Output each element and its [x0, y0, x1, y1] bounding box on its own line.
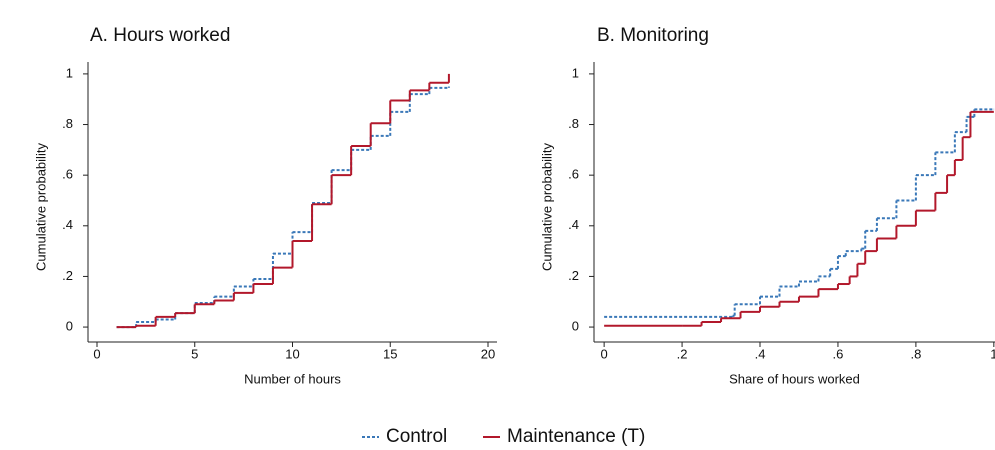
x-tick-label: 0 — [93, 346, 100, 361]
x-tick-label: 0 — [601, 346, 608, 361]
x-tick-label: 5 — [191, 346, 198, 361]
x-tick-label: .2 — [677, 346, 688, 361]
y-tick-label: 1 — [572, 65, 579, 80]
y-tick-label: 0 — [572, 319, 579, 334]
y-tick-label: .4 — [568, 217, 579, 232]
legend-label: Maintenance (T) — [507, 426, 645, 447]
y-axis-label: Cumulative probability — [33, 143, 48, 271]
y-axis-label: Cumulative probability — [539, 143, 554, 271]
x-tick-label: .8 — [910, 346, 921, 361]
legend-label: Control — [386, 426, 447, 447]
x-axis-label: Number of hours — [244, 371, 341, 386]
y-tick-label: .2 — [62, 268, 73, 283]
x-tick-label: 20 — [481, 346, 495, 361]
x-tick-label: 1 — [990, 346, 995, 361]
x-tick-label: .4 — [755, 346, 766, 361]
y-tick-label: .8 — [62, 116, 73, 131]
y-tick-label: .4 — [62, 217, 73, 232]
x-axis-label: Share of hours worked — [729, 371, 860, 386]
x-tick-label: 10 — [285, 346, 299, 361]
y-tick-label: .6 — [62, 167, 73, 182]
x-tick-label: .6 — [833, 346, 844, 361]
y-tick-label: .2 — [568, 268, 579, 283]
y-tick-label: .6 — [568, 167, 579, 182]
chart-title: B. Monitoring — [597, 25, 709, 46]
y-tick-label: 0 — [66, 319, 73, 334]
x-tick-label: 15 — [383, 346, 397, 361]
y-tick-label: 1 — [66, 65, 73, 80]
y-tick-label: .8 — [568, 116, 579, 131]
chart-title: A. Hours worked — [90, 25, 230, 46]
